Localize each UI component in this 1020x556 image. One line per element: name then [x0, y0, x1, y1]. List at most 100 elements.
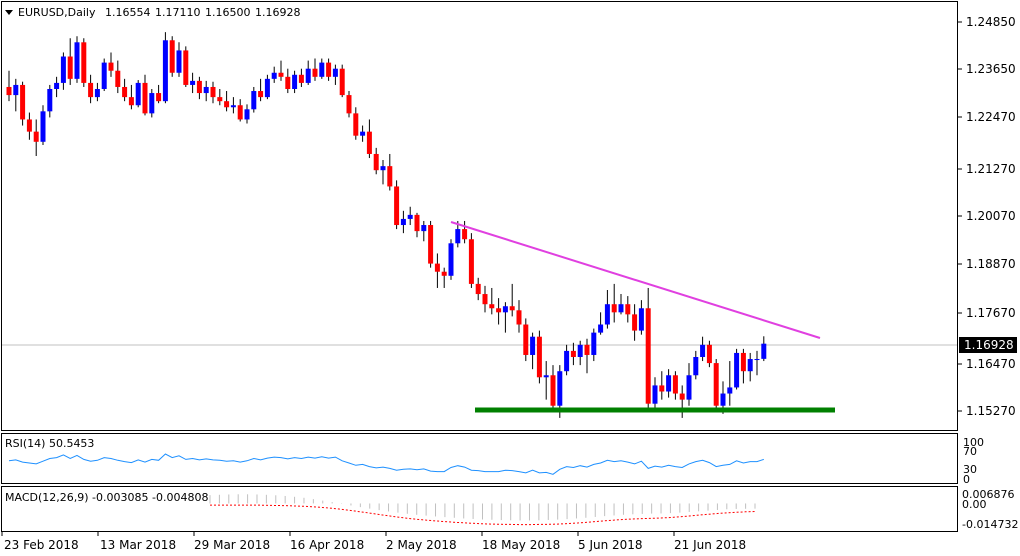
macd-level: 0.00 — [962, 498, 987, 511]
candle-body — [67, 56, 73, 79]
candle-body — [326, 62, 332, 77]
candle-body — [237, 105, 243, 120]
candle-body — [81, 42, 87, 83]
candle-body — [190, 80, 196, 85]
candle-body — [6, 86, 12, 96]
candle-body — [679, 393, 685, 400]
candle-body — [360, 131, 366, 136]
rsi-label: RSI(14) 50.5453 — [5, 437, 94, 450]
candle-body — [20, 84, 26, 120]
candle-body — [666, 375, 672, 392]
candle-body — [509, 306, 515, 311]
candle-body — [305, 68, 311, 83]
candle-body — [686, 375, 692, 400]
candle-body — [217, 97, 223, 102]
candle-body — [754, 359, 760, 361]
candle-body — [40, 111, 46, 142]
candlestick-series — [6, 32, 767, 418]
candle-body — [468, 239, 474, 284]
candle-body — [598, 324, 604, 333]
price-tick: 1.24850 — [966, 15, 1016, 29]
candle-body — [672, 375, 678, 394]
candle-body — [740, 352, 746, 372]
date-label: 21 Jun 2018 — [674, 538, 746, 552]
dropdown-triangle-icon[interactable] — [5, 10, 13, 15]
candle-body — [611, 304, 617, 313]
symbol-label: EURUSD,Daily — [18, 6, 96, 19]
candle-body — [455, 229, 461, 244]
candle-body — [101, 62, 107, 89]
candle-body — [496, 308, 502, 313]
candle-body — [475, 283, 481, 295]
candle-body — [659, 385, 665, 392]
candle-body — [128, 97, 134, 106]
candle-body — [604, 304, 610, 325]
candle-body — [224, 101, 230, 108]
candle-body — [414, 214, 420, 232]
rsi-level: 0 — [963, 473, 970, 486]
candle-body — [706, 344, 712, 364]
candle-body — [142, 82, 148, 114]
candle-body — [353, 113, 359, 136]
candle-body — [94, 88, 100, 98]
candle-body — [502, 306, 508, 313]
candle-body — [407, 214, 413, 219]
candle-body — [530, 336, 536, 355]
candle-body — [258, 91, 264, 98]
candle-body — [332, 68, 338, 77]
rsi-level: 100 — [963, 436, 984, 449]
candle-body — [13, 84, 19, 96]
descending-trendline[interactable] — [450, 221, 821, 339]
candle-body — [577, 344, 583, 357]
candle-body — [230, 105, 236, 108]
candle-body — [645, 308, 651, 404]
candle-body — [380, 166, 386, 171]
candle-body — [557, 371, 563, 406]
candle-body — [618, 304, 624, 313]
price-tick: 1.22470 — [966, 110, 1016, 124]
candle-body — [400, 218, 406, 226]
candle-body — [516, 310, 522, 325]
candle-body — [523, 324, 529, 355]
ohlc-close: 1.16928 — [255, 6, 301, 19]
candle-body — [285, 76, 291, 89]
date-label: 16 Apr 2018 — [290, 538, 364, 552]
candle-body — [74, 42, 80, 79]
candle-body — [108, 62, 114, 71]
candle-body — [346, 95, 352, 114]
date-label: 2 May 2018 — [386, 538, 457, 552]
candle-body — [720, 393, 726, 406]
candle-body — [88, 82, 94, 98]
price-tick: 1.20070 — [966, 209, 1016, 223]
candle-body — [176, 50, 182, 73]
candle-body — [543, 375, 549, 378]
current-price-label: 1.16928 — [964, 338, 1014, 352]
macd-signal-line — [210, 504, 756, 526]
date-label: 5 Jun 2018 — [578, 538, 643, 552]
candle-body — [135, 82, 141, 106]
candle-body — [264, 78, 270, 98]
candle-body — [251, 91, 257, 110]
candle-body — [482, 294, 488, 305]
ohlc-high: 1.17110 — [155, 6, 201, 19]
candle-body — [115, 70, 121, 87]
candle-body — [747, 359, 753, 372]
candle-body — [441, 271, 447, 276]
candle-body — [210, 86, 216, 98]
price-tick: 1.21270 — [966, 162, 1016, 176]
ohlc-open: 1.16554 — [105, 6, 151, 19]
candle-body — [278, 72, 284, 77]
candle-body — [33, 131, 39, 142]
candle-body — [421, 225, 427, 232]
macd-histogram — [209, 494, 756, 521]
candle-body — [60, 56, 66, 83]
price-tick: 1.17670 — [966, 306, 1016, 320]
candle-body — [713, 363, 719, 406]
candle-body — [462, 229, 468, 240]
candle-body — [26, 119, 32, 132]
candle-body — [339, 68, 345, 96]
candle-body — [292, 74, 298, 89]
candle-body — [638, 308, 644, 331]
